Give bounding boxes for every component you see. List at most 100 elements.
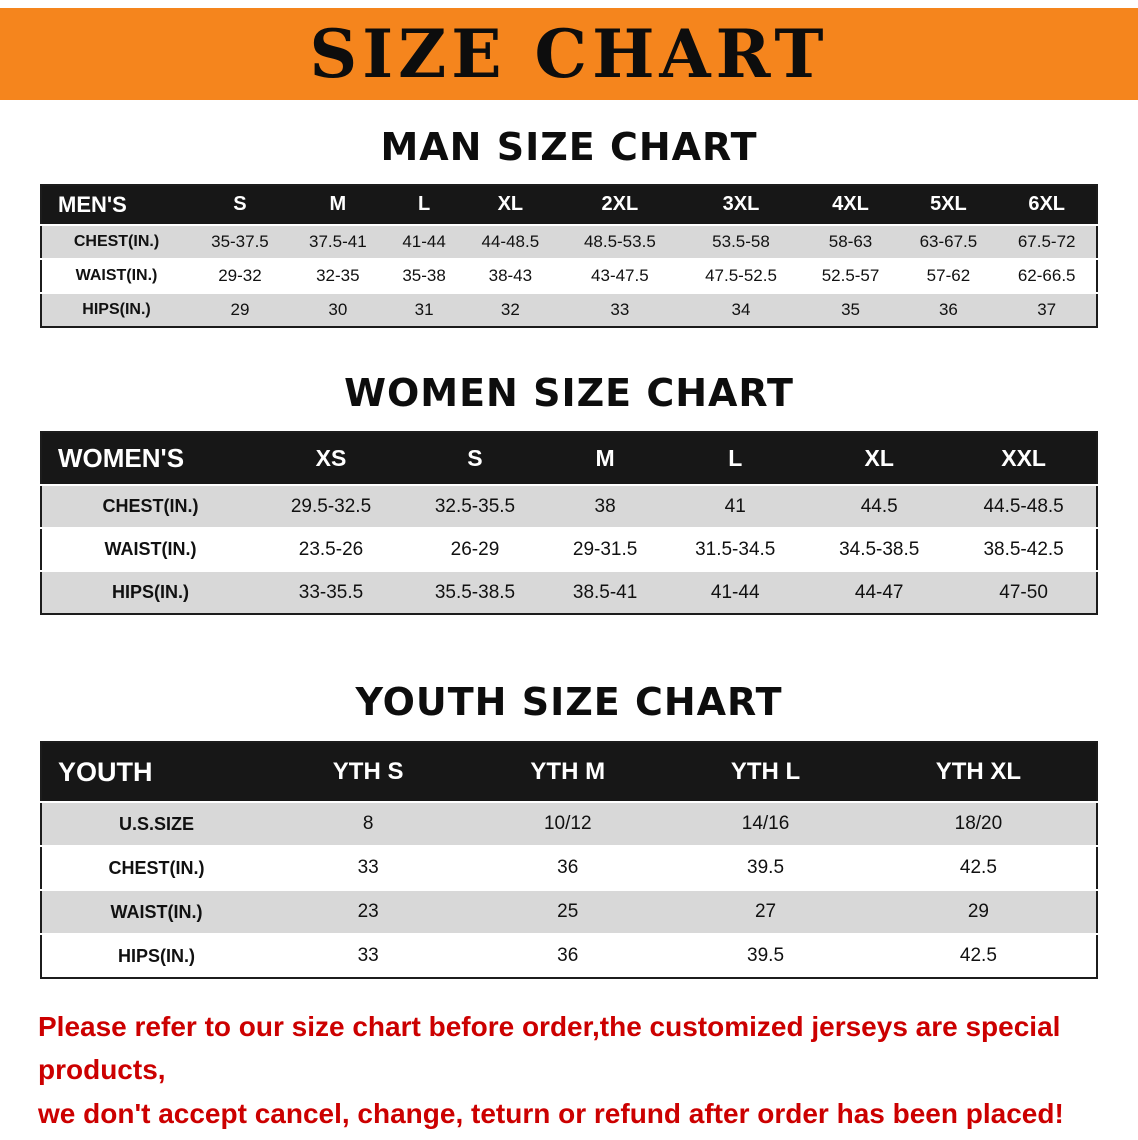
size-value: 33 bbox=[559, 292, 681, 327]
column-header: XXL bbox=[951, 432, 1097, 487]
page-title: SIZE CHART bbox=[309, 15, 829, 93]
women-section: WOMEN SIZE CHART WOMEN'S XS S M L XL XXL… bbox=[0, 370, 1138, 616]
size-value: 33 bbox=[271, 846, 466, 892]
size-value: 34 bbox=[680, 292, 802, 327]
row-label: WAIST(IN.) bbox=[41, 258, 191, 294]
policy-line-1: Please refer to our size chart before or… bbox=[38, 1011, 1061, 1086]
men-section-heading: MAN SIZE CHART bbox=[380, 125, 758, 169]
row-label: U.S.SIZE bbox=[41, 802, 271, 848]
size-value: 33 bbox=[271, 934, 466, 979]
size-chart-page: SIZE CHART MAN SIZE CHART MEN'S S M L XL… bbox=[0, 8, 1138, 1135]
size-value: 67.5-72 bbox=[997, 224, 1097, 260]
size-value: 36 bbox=[465, 846, 671, 892]
size-value: 37 bbox=[997, 292, 1097, 327]
policy-line-2: we don't accept cancel, change, teturn o… bbox=[38, 1097, 1064, 1129]
size-value: 52.5-57 bbox=[801, 258, 900, 294]
table-row: HIPS(IN.) 29 30 31 32 33 34 35 36 37 bbox=[41, 292, 1097, 327]
size-value: 38.5-42.5 bbox=[951, 528, 1097, 573]
women-size-table: WOMEN'S XS S M L XL XXL CHEST(IN.) 29.5-… bbox=[40, 431, 1098, 616]
size-value: 31 bbox=[386, 292, 462, 327]
size-value: 41-44 bbox=[386, 224, 462, 260]
size-value: 39.5 bbox=[670, 934, 861, 979]
table-header-row: WOMEN'S XS S M L XL XXL bbox=[41, 432, 1097, 487]
size-value: 42.5 bbox=[860, 934, 1097, 979]
size-value: 29-31.5 bbox=[546, 528, 664, 573]
youth-size-table: YOUTH YTH S YTH M YTH L YTH XL U.S.SIZE … bbox=[40, 741, 1098, 980]
table-header-row: MEN'S S M L XL 2XL 3XL 4XL 5XL 6XL bbox=[41, 184, 1097, 226]
row-label: CHEST(IN.) bbox=[41, 224, 191, 260]
size-value: 38-43 bbox=[461, 258, 560, 294]
column-header: WOMEN'S bbox=[41, 432, 259, 487]
size-value: 35 bbox=[801, 292, 900, 327]
row-label: HIPS(IN.) bbox=[41, 292, 191, 327]
column-header: S bbox=[402, 432, 547, 487]
table-row: CHEST(IN.) 33 36 39.5 42.5 bbox=[41, 846, 1097, 892]
size-value: 62-66.5 bbox=[997, 258, 1097, 294]
youth-section: YOUTH SIZE CHART YOUTH YTH S YTH M YTH L… bbox=[0, 680, 1138, 980]
size-value: 38 bbox=[546, 485, 664, 530]
men-size-table: MEN'S S M L XL 2XL 3XL 4XL 5XL 6XL CHEST… bbox=[40, 183, 1098, 328]
youth-section-heading: YOUTH SIZE CHART bbox=[355, 680, 783, 725]
column-header: XS bbox=[259, 432, 403, 487]
column-header: 5XL bbox=[899, 184, 998, 226]
size-value: 41 bbox=[663, 485, 808, 530]
table-header-row: YOUTH YTH S YTH M YTH L YTH XL bbox=[41, 742, 1097, 804]
column-header: M bbox=[546, 432, 664, 487]
size-value: 43-47.5 bbox=[559, 258, 681, 294]
size-value: 44-47 bbox=[807, 571, 952, 615]
size-value: 44.5 bbox=[807, 485, 952, 530]
size-value: 26-29 bbox=[402, 528, 547, 573]
row-label: WAIST(IN.) bbox=[41, 528, 259, 573]
column-header: L bbox=[663, 432, 808, 487]
banner: SIZE CHART bbox=[0, 8, 1138, 100]
size-value: 63-67.5 bbox=[899, 224, 998, 260]
size-value: 10/12 bbox=[465, 802, 671, 848]
size-value: 41-44 bbox=[663, 571, 808, 615]
size-value: 47.5-52.5 bbox=[680, 258, 802, 294]
column-header: 2XL bbox=[559, 184, 681, 226]
size-value: 47-50 bbox=[951, 571, 1097, 615]
column-header: MEN'S bbox=[41, 184, 191, 226]
column-header: 6XL bbox=[997, 184, 1097, 226]
table-row: WAIST(IN.) 23.5-26 26-29 29-31.5 31.5-34… bbox=[41, 528, 1097, 573]
size-value: 23 bbox=[271, 890, 466, 936]
column-header: 3XL bbox=[680, 184, 802, 226]
column-header: L bbox=[386, 184, 462, 226]
row-label: WAIST(IN.) bbox=[41, 890, 271, 936]
row-label: CHEST(IN.) bbox=[41, 485, 259, 530]
size-value: 25 bbox=[465, 890, 671, 936]
size-value: 29 bbox=[191, 292, 289, 327]
column-header: XL bbox=[461, 184, 560, 226]
size-value: 32-35 bbox=[288, 258, 387, 294]
column-header: YTH M bbox=[465, 742, 671, 804]
column-header: S bbox=[191, 184, 289, 226]
size-value: 35-38 bbox=[386, 258, 462, 294]
size-value: 29-32 bbox=[191, 258, 289, 294]
size-value: 53.5-58 bbox=[680, 224, 802, 260]
column-header: YOUTH bbox=[41, 742, 271, 804]
size-value: 27 bbox=[670, 890, 861, 936]
size-value: 32 bbox=[461, 292, 560, 327]
size-value: 44-48.5 bbox=[461, 224, 560, 260]
table-row: HIPS(IN.) 33-35.5 35.5-38.5 38.5-41 41-4… bbox=[41, 571, 1097, 615]
column-header: M bbox=[288, 184, 387, 226]
column-header: YTH S bbox=[271, 742, 466, 804]
size-value: 23.5-26 bbox=[259, 528, 403, 573]
table-row: U.S.SIZE 8 10/12 14/16 18/20 bbox=[41, 802, 1097, 848]
size-value: 34.5-38.5 bbox=[807, 528, 952, 573]
column-header: YTH L bbox=[670, 742, 861, 804]
size-value: 31.5-34.5 bbox=[663, 528, 808, 573]
size-value: 36 bbox=[899, 292, 998, 327]
column-header: XL bbox=[807, 432, 952, 487]
size-value: 14/16 bbox=[670, 802, 861, 848]
women-section-heading: WOMEN SIZE CHART bbox=[344, 370, 794, 415]
size-value: 35.5-38.5 bbox=[402, 571, 547, 615]
column-header: YTH XL bbox=[860, 742, 1097, 804]
table-row: CHEST(IN.) 29.5-32.5 32.5-35.5 38 41 44.… bbox=[41, 485, 1097, 530]
size-value: 57-62 bbox=[899, 258, 998, 294]
size-value: 48.5-53.5 bbox=[559, 224, 681, 260]
size-value: 18/20 bbox=[860, 802, 1097, 848]
men-section: MAN SIZE CHART MEN'S S M L XL 2XL 3XL 4X… bbox=[0, 125, 1138, 328]
size-value: 29 bbox=[860, 890, 1097, 936]
row-label: CHEST(IN.) bbox=[41, 846, 271, 892]
